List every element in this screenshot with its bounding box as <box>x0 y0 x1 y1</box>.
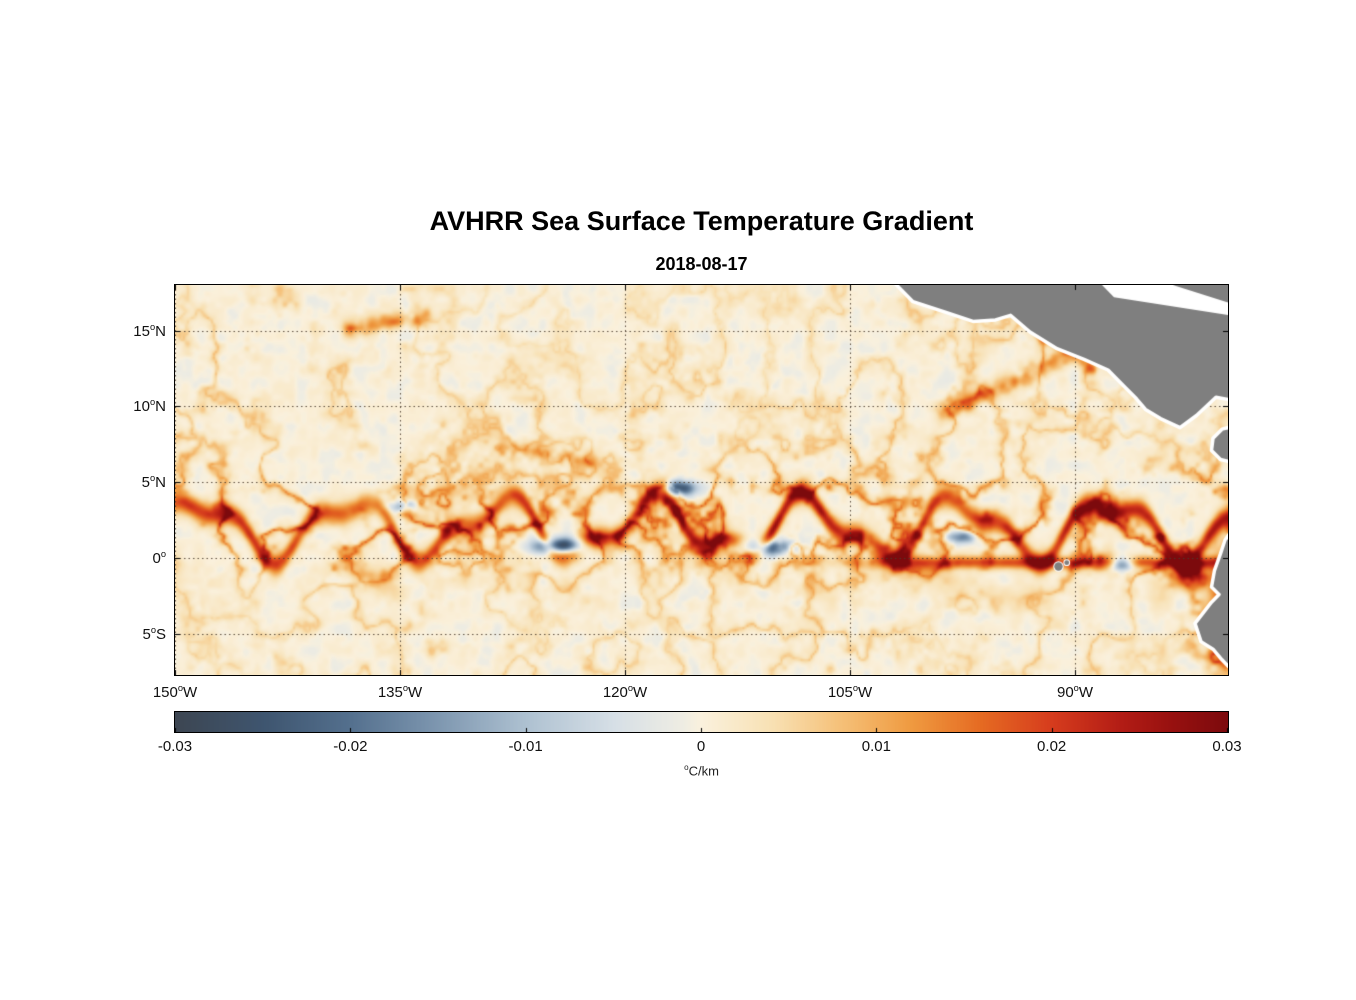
x-tick-label-90W: 90oW <box>1057 683 1093 701</box>
degree-symbol: o <box>149 473 156 484</box>
tick-hemisphere: W <box>1078 684 1094 701</box>
tick-hemisphere: S <box>155 626 166 644</box>
tick-hemisphere: N <box>155 398 166 416</box>
x-tick-label-150W: 150oW <box>153 683 197 701</box>
sst-gradient-heatmap <box>175 285 1228 675</box>
chart-subtitle: 2018-08-17 <box>655 254 748 274</box>
tick-hemisphere: W <box>183 684 198 701</box>
colorbar-tick-label-0.01: 0.01 <box>861 738 891 755</box>
y-tick-label-5N: 5oN <box>88 473 166 491</box>
tick-hemisphere: N <box>155 322 166 340</box>
colorbar-gradient <box>175 712 1228 732</box>
degree-symbol: o <box>177 683 184 693</box>
tick-value: 120 <box>602 684 628 701</box>
y-tick-label-5S: 5oS <box>88 625 166 643</box>
tick-value: 0 <box>152 550 161 568</box>
chart-title: AVHRR Sea Surface Temperature Gradient <box>429 206 974 236</box>
y-tick-label-0deg: 0o <box>88 549 166 567</box>
colorbar-tick-label-0.02: 0.02 <box>1037 738 1067 755</box>
tick-hemisphere: W <box>633 684 648 701</box>
colorbar-tick-label--0.02: -0.02 <box>333 738 368 755</box>
degree-symbol: o <box>149 397 156 408</box>
tick-value: 5 <box>141 474 150 492</box>
tick-value: 10 <box>133 398 150 416</box>
tick-hemisphere: N <box>155 474 166 492</box>
x-tick-label-105W: 105oW <box>828 683 872 701</box>
colorbar-tick-label--0.03: -0.03 <box>157 738 193 755</box>
x-tick-label-135W: 135oW <box>378 683 422 701</box>
tick-value: 5 <box>142 626 151 644</box>
colorbar-unit-text: C/km <box>688 763 719 779</box>
x-tick-label-120W: 120oW <box>603 683 647 701</box>
tick-hemisphere: W <box>408 684 423 701</box>
colorbar <box>174 711 1229 733</box>
degree-symbol: o <box>1073 683 1079 693</box>
tick-value: 90 <box>1056 684 1074 701</box>
tick-value: 135 <box>377 684 403 701</box>
degree-symbol: o <box>160 549 166 560</box>
tick-value: 150 <box>152 684 178 701</box>
y-tick-label-15N: 15oN <box>88 322 166 340</box>
tick-hemisphere: W <box>858 684 873 701</box>
y-tick-label-10N: 10oN <box>88 397 166 415</box>
degree-symbol: o <box>149 321 156 332</box>
colorbar-tick-label--0.01: -0.01 <box>508 738 543 755</box>
degree-symbol: o <box>852 683 859 693</box>
tick-value: 15 <box>133 322 150 340</box>
colorbar-tick-label-0: 0 <box>696 738 706 755</box>
degree-symbol: o <box>684 763 689 772</box>
degree-symbol: o <box>150 625 156 636</box>
colorbar-tick-label-0.03: 0.03 <box>1212 738 1242 755</box>
tick-value: 105 <box>827 684 853 701</box>
colorbar-unit-label: oC/km <box>175 763 1228 778</box>
degree-symbol: o <box>402 683 409 693</box>
degree-symbol: o <box>627 683 634 693</box>
map-axes <box>174 284 1229 676</box>
